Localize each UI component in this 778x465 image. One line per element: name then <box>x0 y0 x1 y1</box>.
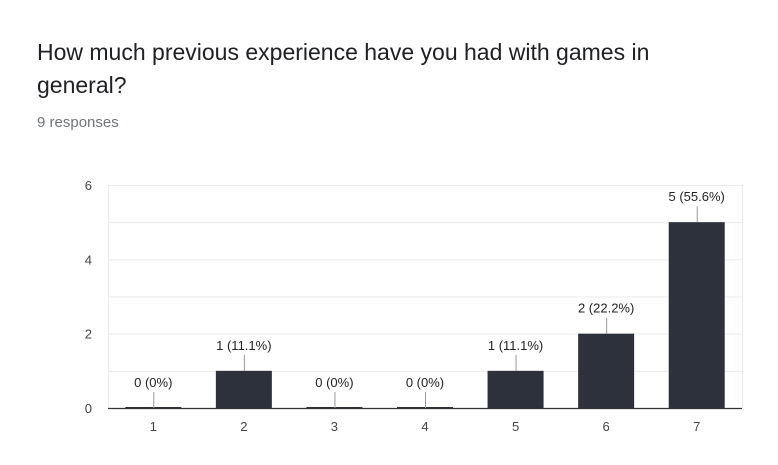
bars <box>125 222 725 408</box>
bar <box>125 407 182 408</box>
y-tick-label: 0 <box>85 401 92 416</box>
data-label: 0 (0%) <box>134 375 172 390</box>
question-title: How much previous experience have you ha… <box>37 39 650 98</box>
data-label: 0 (0%) <box>406 375 444 390</box>
data-label: 2 (22.2%) <box>578 301 634 316</box>
data-labels: 0 (0%) 1 (11.1%) 0 (0%) 0 (0%) 1 (11.1%) 2 (2… <box>134 189 725 408</box>
x-tick-label: 7 <box>693 419 700 434</box>
response-count: 9 responses <box>37 114 119 131</box>
bar <box>215 370 272 408</box>
x-tick-label: 4 <box>421 419 428 434</box>
axes: 0 2 4 6 1 2 3 4 5 6 7 <box>85 178 742 434</box>
bar <box>668 222 725 408</box>
bar <box>578 333 635 408</box>
x-tick-label: 2 <box>240 419 247 434</box>
y-tick-label: 2 <box>85 327 92 342</box>
bar <box>487 370 544 408</box>
data-label: 5 (55.6%) <box>669 189 725 204</box>
x-tick-label: 1 <box>150 419 157 434</box>
data-label: 0 (0%) <box>315 375 353 390</box>
x-tick-label: 5 <box>512 419 519 434</box>
x-tick-label: 6 <box>603 419 610 434</box>
data-label: 1 (11.1%) <box>488 338 543 353</box>
data-label: 1 (11.1%) <box>216 338 271 353</box>
y-tick-label: 6 <box>85 178 92 193</box>
y-tick-label: 4 <box>85 252 92 267</box>
gridlines <box>108 185 743 408</box>
x-tick-label: 3 <box>331 419 338 434</box>
